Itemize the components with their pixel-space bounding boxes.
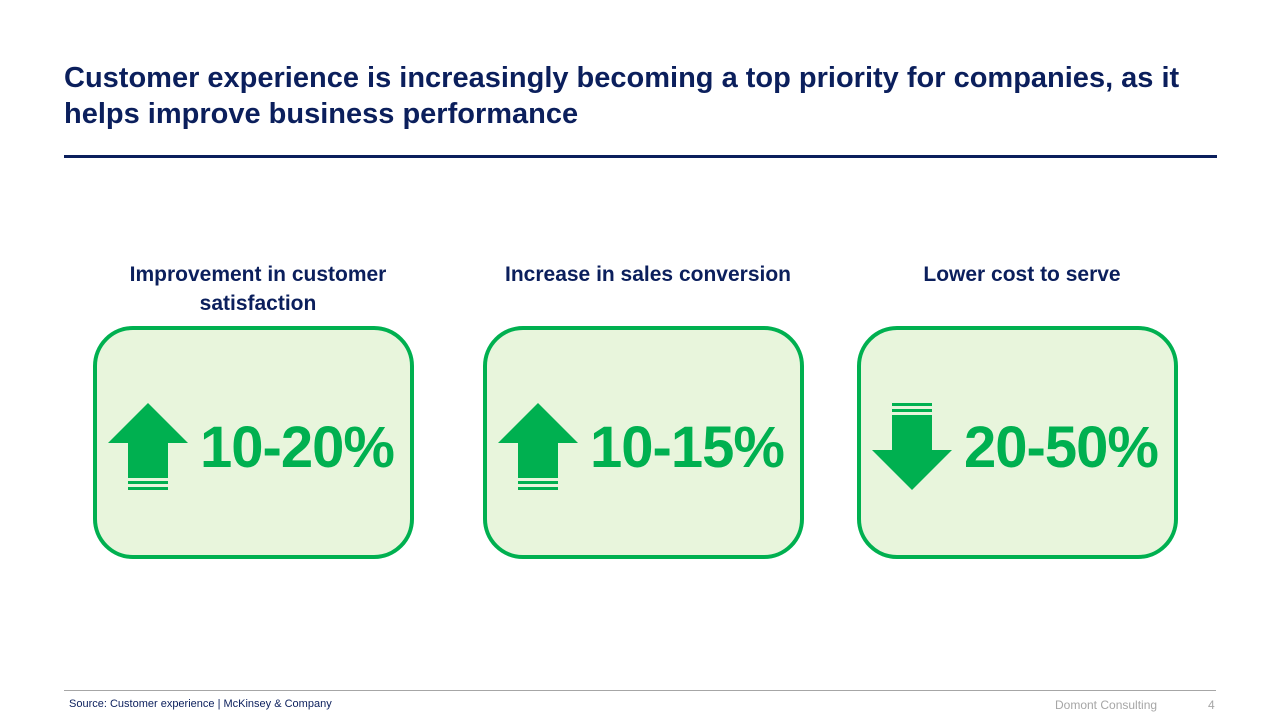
slide-title: Customer experience is increasingly beco… xyxy=(64,62,1180,130)
metric-card-cost-to-serve: Lower cost to serve 20-50% xyxy=(857,260,1187,559)
card-box: 10-20% xyxy=(93,326,414,559)
footer-divider xyxy=(64,690,1216,691)
card-heading: Lower cost to serve xyxy=(923,263,1121,286)
title-divider xyxy=(64,155,1217,158)
arrow-down-icon xyxy=(872,403,952,490)
card-heading: Increase in sales conversion xyxy=(505,263,791,286)
page-number: 4 xyxy=(1208,698,1215,712)
source-note: Source: Customer experience | McKinsey &… xyxy=(69,698,332,710)
metric-value: 10-15% xyxy=(590,415,785,480)
metric-card-customer-satisfaction: Improvement in customer satisfaction 10-… xyxy=(93,260,423,559)
card-heading: Improvement in customer satisfaction xyxy=(129,263,387,315)
company-name: Domont Consulting xyxy=(1055,698,1158,712)
arrow-up-icon xyxy=(108,403,188,490)
metric-card-sales-conversion: Increase in sales conversion 10-15% xyxy=(483,260,813,559)
arrow-up-icon xyxy=(498,403,578,490)
metric-value: 10-20% xyxy=(200,415,395,480)
card-box: 20-50% xyxy=(857,326,1178,559)
metric-value: 20-50% xyxy=(964,415,1159,480)
card-box: 10-15% xyxy=(483,326,804,559)
